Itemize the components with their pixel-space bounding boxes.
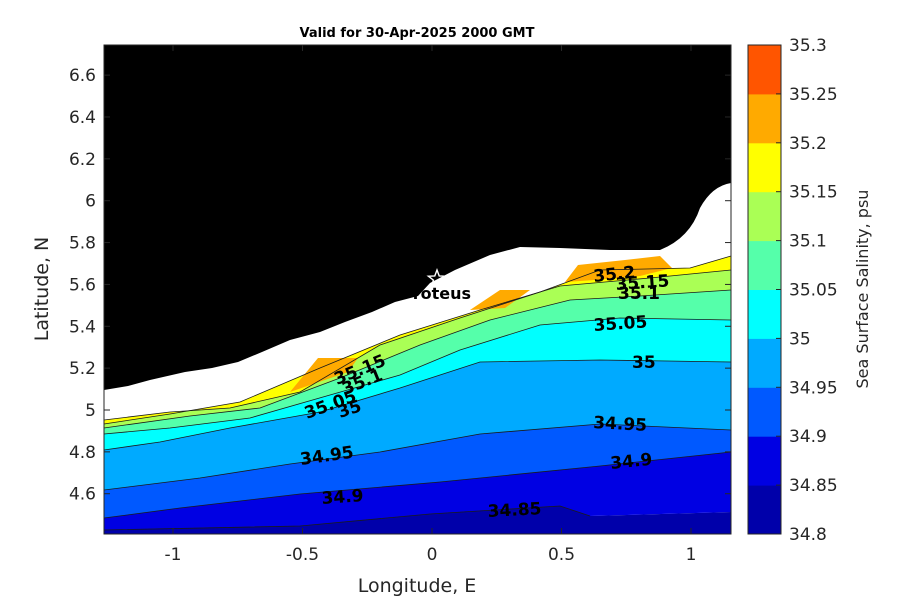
contour-label: 35.15: [615, 271, 670, 295]
x-tick-label: -1: [165, 545, 182, 565]
contour-35.15: [103, 269, 732, 425]
colorbar-tick-label: 34.85: [789, 476, 838, 496]
x-tick-label: 0: [427, 545, 438, 565]
y-tick-label: 5.2: [69, 359, 96, 379]
band-35.05-35.10: [104, 290, 731, 434]
y-tick-label: 4.8: [69, 443, 96, 463]
y-tick-label: 6.2: [69, 150, 96, 170]
x-tick-label: 0.5: [548, 545, 575, 565]
star-icon: [426, 267, 448, 288]
chart-title: Valid for 30-Apr-2025 2000 GMT: [300, 26, 535, 41]
band-34.95-35.00: [104, 360, 731, 490]
y-tick-label: 6.6: [69, 66, 96, 86]
colorbar: 34.8 34.85 34.9 34.95 35 35.05 35.1 35.15 35.2 35…: [747, 36, 838, 545]
contour-label: 34.9: [609, 450, 653, 474]
contour-34.95: [103, 423, 732, 491]
colorbar-segment: [748, 338, 781, 388]
land-mask: [104, 45, 731, 390]
colorbar-segment: [748, 45, 781, 95]
colorbar-tick-label: 35.1: [789, 232, 827, 252]
contour-label: 35.1: [618, 284, 660, 304]
colorbar-tick-label: 35.15: [789, 183, 838, 203]
colorbar-segment: [748, 387, 781, 437]
y-tick-label: 6.4: [69, 108, 96, 128]
colorbar-tick-label: 35.3: [789, 36, 827, 56]
x-tick-label: -0.5: [286, 545, 319, 565]
x-axis-ticks: -1 -0.5 0 0.5 1: [165, 45, 697, 565]
contour-label: 34.85: [487, 499, 542, 522]
y-axis-ticks: 4.6 4.8 5 5.2 5.4 5.6 5.8 6 6.2 6.4 6.6: [69, 66, 731, 505]
y-tick-label: 6: [85, 192, 96, 212]
colorbar-tick-label: 34.95: [789, 378, 838, 398]
y-tick-label: 5.4: [69, 317, 96, 337]
colorbar-label: Sea Surface Salinity, psu: [853, 190, 872, 389]
colorbar-segment: [748, 191, 781, 242]
colorbar-tick-label: 35.2: [789, 134, 827, 154]
colorbar-segment: [748, 93, 781, 144]
y-tick-label: 5: [85, 401, 96, 421]
contour-35.2: [103, 255, 732, 421]
y-tick-label: 5.8: [69, 234, 96, 254]
plot-frame: [103, 44, 732, 535]
y-tick-label: 5.6: [69, 275, 96, 295]
contour-35.05: [103, 317, 732, 435]
contour-label: 35.05: [593, 312, 648, 336]
contour-35: [103, 359, 732, 451]
colorbar-segment: [748, 142, 781, 193]
station-label: Proteus: [401, 284, 471, 303]
colorbar-tick-label: 35.25: [789, 85, 838, 105]
contour-35.1: [103, 289, 732, 429]
y-axis-label: Latitude, N: [31, 237, 53, 342]
colorbar-tick-label: 34.8: [789, 525, 827, 545]
band-35.15-35.20: [104, 256, 731, 424]
contour-label: 34.95: [593, 413, 648, 436]
contour-34.9: [103, 451, 732, 519]
band-35.10-35.15: [104, 270, 731, 428]
colorbar-segment: [748, 289, 781, 339]
colorbar-tick-label: 35: [789, 329, 811, 349]
x-tick-label: 1: [686, 545, 697, 565]
contour-lines: [103, 255, 732, 531]
band-35.00-35.05: [104, 318, 731, 450]
contour-label: 34.9: [321, 486, 364, 509]
colorbar-tick-label: 34.9: [789, 427, 827, 447]
contour-label: 35.2: [592, 263, 636, 287]
band-34.90-34.95: [104, 424, 731, 518]
colorbar-segment: [748, 436, 781, 486]
colorbar-segment: [748, 485, 781, 535]
colorbar-tick-label: 35.05: [789, 281, 838, 301]
x-axis-label: Longitude, E: [358, 575, 477, 597]
colorbar-segment: [748, 240, 781, 290]
y-tick-label: 4.6: [69, 485, 96, 505]
contour-label: 35: [632, 353, 656, 373]
contour-34.85: [103, 505, 591, 531]
